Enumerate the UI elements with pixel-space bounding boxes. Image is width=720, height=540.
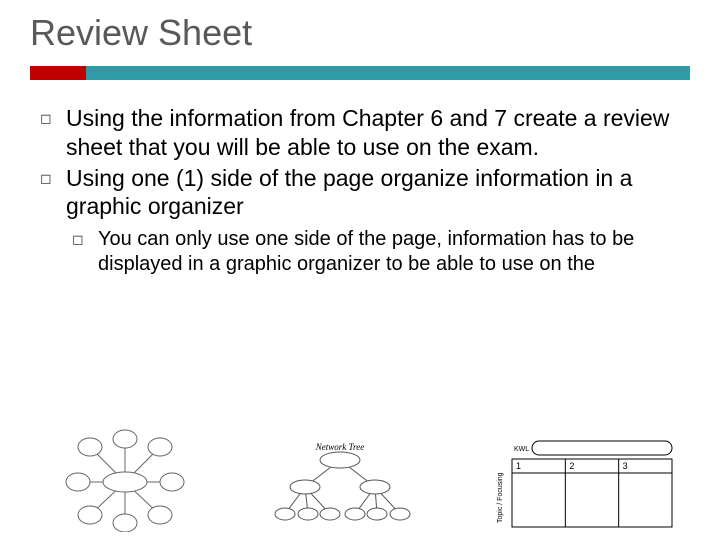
- sub-bullet-text: You can only use one side of the page, i…: [98, 227, 690, 277]
- svg-text:1: 1: [516, 461, 521, 471]
- svg-text:Network Tree: Network Tree: [315, 442, 364, 452]
- svg-text:KWL: KWL: [514, 446, 529, 453]
- bullet-glyph: ◻: [40, 164, 66, 192]
- sub-bullet-item: ◻ You can only use one side of the page,…: [72, 227, 690, 277]
- bullet-glyph: ◻: [40, 104, 66, 132]
- bullet-item: ◻ Using one (1) side of the page organiz…: [40, 164, 690, 222]
- svg-text:2: 2: [569, 461, 574, 471]
- sub-bullet-glyph: ◻: [72, 227, 98, 251]
- svg-text:Topic / Focusing: Topic / Focusing: [497, 472, 504, 523]
- cluster-diagram: [60, 427, 190, 532]
- bullet-text: Using one (1) side of the page organize …: [66, 164, 690, 222]
- bullet-item: ◻ Using the information from Chapter 6 a…: [40, 104, 690, 162]
- slide: Review Sheet ◻ Using the information fro…: [0, 0, 720, 540]
- accent-bar-teal: [86, 66, 690, 80]
- table-organizer-diagram: KWL 1 2 3 Topic / Focusing: [490, 437, 680, 532]
- body-content: ◻ Using the information from Chapter 6 a…: [30, 104, 690, 277]
- network-tree-diagram: Network Tree: [260, 442, 420, 532]
- accent-bar-red: [30, 66, 86, 80]
- diagram-row: Network Tree KWL 1 2 3 Topic / Focusing: [60, 432, 680, 532]
- svg-text:3: 3: [623, 461, 628, 471]
- slide-title: Review Sheet: [30, 12, 690, 54]
- bullet-text: Using the information from Chapter 6 and…: [66, 104, 690, 162]
- accent-bar: [30, 66, 690, 80]
